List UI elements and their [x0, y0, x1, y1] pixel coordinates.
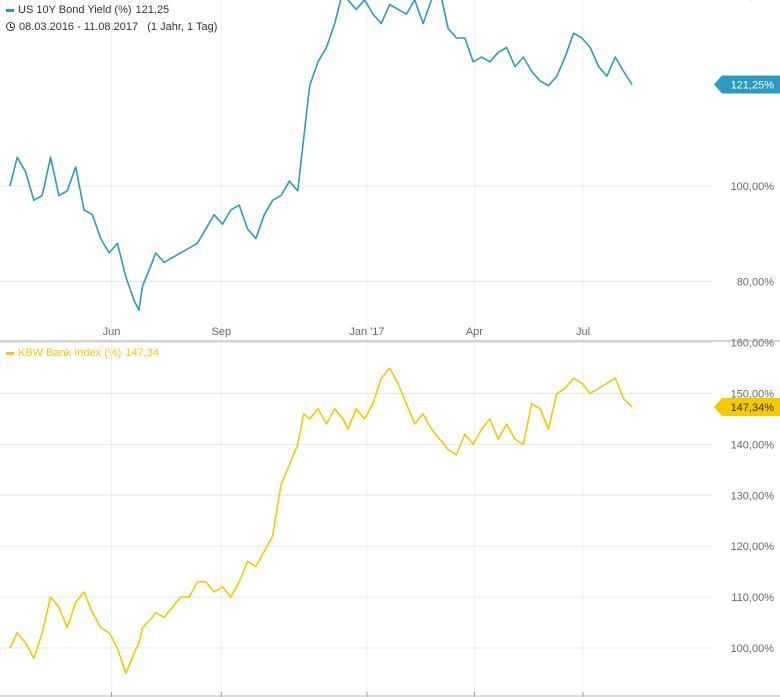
y-tick-label: 110,00%	[731, 592, 774, 604]
bank-index-line	[9, 367, 633, 675]
y-tick-label: 100,00%	[731, 181, 775, 193]
period-note: (1 Jahr, 1 Tag)	[147, 21, 218, 33]
y-tick-label: 140,00%	[731, 439, 775, 451]
x-tick-label: Sep	[212, 326, 232, 338]
period-range: 08.03.2016 - 11.08.2017	[19, 21, 139, 33]
bond-yield-line	[9, 0, 633, 311]
y-tick-label: 80,00%	[737, 277, 775, 289]
y-tick-label: 160,00%	[731, 338, 775, 350]
legend-bank-value: 147,34	[125, 347, 159, 359]
clock-icon	[6, 22, 15, 31]
x-tick-label: Jul	[576, 326, 590, 338]
series-swatch-bank	[6, 351, 14, 355]
legend-bank-index: KBW Bank Index (%) 147,34	[6, 347, 159, 359]
y-tick-label: 150,00%	[731, 389, 775, 401]
x-tick-label: Jan '17	[349, 326, 384, 338]
y-tick-label: 130,00%	[731, 490, 775, 502]
x-tick-label: Apr	[466, 326, 483, 338]
legend-bond-yield: US 10Y Bond Yield (%) 121,25	[6, 4, 169, 16]
y-tick-label: 120,00%	[731, 541, 775, 553]
legend-bond-value: 121,25	[135, 4, 170, 16]
last-value-badge-bond	[714, 75, 780, 94]
legend-bank-name: KBW Bank Index (%)	[18, 347, 122, 359]
y-tick-label: 140,00%	[731, 0, 775, 2]
series-swatch-bond	[6, 8, 14, 12]
legend-bond-name: US 10Y Bond Yield (%)	[18, 4, 132, 16]
last-value-label: 147,34%	[731, 402, 775, 414]
period-row: 08.03.2016 - 11.08.2017 (1 Jahr, 1 Tag)	[6, 21, 217, 33]
last-value-label: 121,25%	[731, 80, 775, 92]
x-tick-label: Jun	[103, 326, 121, 338]
last-value-badge-bank	[714, 398, 780, 417]
y-tick-label: 100,00%	[731, 643, 775, 655]
